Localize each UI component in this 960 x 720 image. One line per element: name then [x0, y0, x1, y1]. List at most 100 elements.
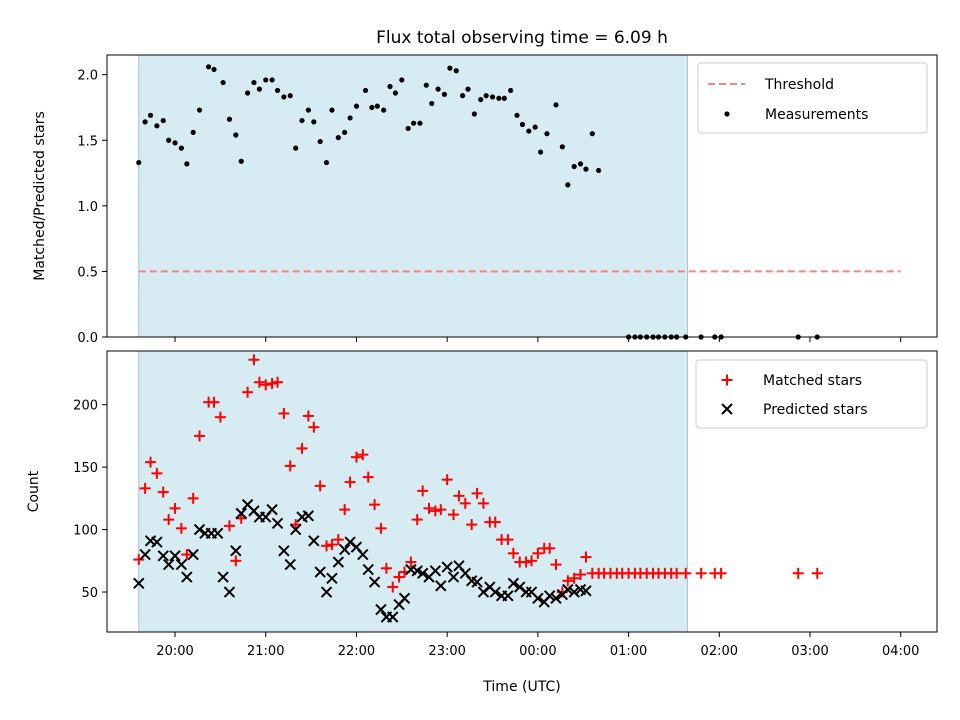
predicted-star-marker: [375, 603, 387, 616]
ratio-y-tick-label: 0.5: [77, 265, 98, 280]
measurement-point: [342, 129, 348, 135]
predicted-star-marker: [151, 536, 163, 548]
measurement-point: [405, 125, 411, 132]
predicted-star-marker: [429, 565, 442, 577]
predicted-star-marker: [338, 543, 351, 556]
predicted-star-marker: [157, 550, 169, 562]
x-tick-label: 00:00: [519, 644, 556, 659]
matched-star-marker: [326, 539, 338, 551]
measurement-point: [435, 86, 441, 92]
predicted-star-marker: [271, 517, 284, 530]
measurement-point: [256, 86, 262, 92]
matched-star-marker: [181, 549, 193, 561]
matched-star-marker: [332, 534, 344, 546]
measurement-point: [381, 107, 387, 113]
predicted-star-marker: [562, 583, 574, 596]
measurement-point: [211, 66, 217, 73]
measurement-point: [190, 129, 196, 135]
predicted-star-marker: [532, 592, 544, 604]
x-tick-label: 02:00: [701, 644, 738, 659]
measurement-point: [459, 93, 466, 99]
matched-star-marker: [339, 504, 351, 516]
x-axis-label: Time (UTC): [482, 679, 560, 695]
predicted-star-marker: [162, 558, 175, 571]
measurement-point: [553, 102, 559, 108]
measurement-point: [441, 91, 448, 97]
predicted-star-marker: [133, 577, 145, 590]
matched-star-marker: [302, 410, 314, 422]
matched-star-marker: [580, 551, 592, 563]
matched-star-marker: [411, 514, 423, 526]
measurement-point: [184, 161, 190, 167]
predicted-star-marker: [435, 580, 447, 592]
count-y-tick-label: 150: [73, 461, 98, 476]
measurement-point: [269, 77, 275, 83]
legend-threshold-label: Threshold: [764, 77, 834, 93]
matched-star-marker: [169, 502, 181, 514]
count-plot-frame: [106, 350, 938, 633]
x-tick-label: 22:00: [338, 644, 375, 659]
predicted-star-marker: [441, 561, 453, 573]
measurement-point: [387, 83, 393, 90]
matched-star-marker: [314, 480, 326, 492]
measurement-point: [565, 182, 571, 188]
measurement-point: [453, 68, 459, 74]
measurement-point: [233, 132, 239, 138]
matched-star-marker: [441, 474, 453, 486]
count-legend-box: [695, 359, 928, 429]
predicted-star-marker: [314, 566, 326, 578]
measurement-point: [166, 137, 172, 143]
predicted-star-marker: [230, 545, 242, 557]
matched-star-marker: [526, 555, 538, 567]
measurement-point: [374, 103, 380, 109]
matched-star-marker: [792, 567, 804, 579]
matched-star-marker: [562, 575, 574, 587]
matched-star-marker: [260, 379, 272, 391]
measurement-points: [136, 64, 820, 340]
measurement-point: [532, 124, 538, 130]
measurement-point: [399, 77, 405, 83]
predicted-star-marker: [302, 510, 315, 522]
measurement-point: [496, 95, 502, 101]
matched-star-marker: [435, 504, 447, 516]
matched-star-marker: [471, 487, 483, 499]
matched-star-marker: [214, 411, 226, 423]
count-y-axis-label: Count: [26, 470, 42, 512]
measurement-point: [154, 123, 160, 129]
predicted-star-marker: [502, 590, 514, 602]
matched-star-marker: [575, 569, 587, 581]
matched-star-marker: [253, 376, 265, 388]
matched-star-marker: [266, 377, 278, 389]
ratio-plot-frame: [106, 54, 938, 338]
x-tick-label: 04:00: [882, 644, 919, 659]
ratio-x-ticks: [174, 337, 902, 342]
matched-star-marker: [375, 522, 387, 534]
matched-star-marker: [208, 396, 220, 408]
matched-star-marker: [272, 376, 284, 388]
x-tick-label: 03:00: [791, 644, 828, 659]
predicted-star-marker: [447, 571, 460, 583]
predicted-star-marker: [398, 592, 411, 604]
matched-star-marker: [344, 476, 356, 488]
measurement-point: [501, 95, 507, 101]
x-tick-label: 23:00: [428, 644, 465, 659]
measurement-point: [347, 115, 353, 121]
predicted-star-marker: [181, 571, 193, 583]
measurement-point: [220, 79, 226, 86]
matched-star-marker: [502, 534, 514, 546]
measurement-point: [559, 144, 565, 150]
matched-star-marker: [568, 572, 580, 584]
measurement-point: [323, 159, 330, 166]
matched-star-marker: [466, 519, 478, 531]
measurement-point: [147, 112, 154, 118]
matched-star-marker: [811, 567, 823, 579]
legend-predicted-swatch: [721, 403, 733, 415]
legend-matched-swatch: [721, 374, 733, 386]
predicted-star-marker: [169, 550, 181, 562]
predicted-star-marker: [139, 548, 151, 561]
measurement-point: [317, 138, 323, 145]
measurement-point: [287, 93, 293, 99]
matched-star-marker: [453, 490, 465, 502]
matched-star-marker: [393, 571, 405, 583]
